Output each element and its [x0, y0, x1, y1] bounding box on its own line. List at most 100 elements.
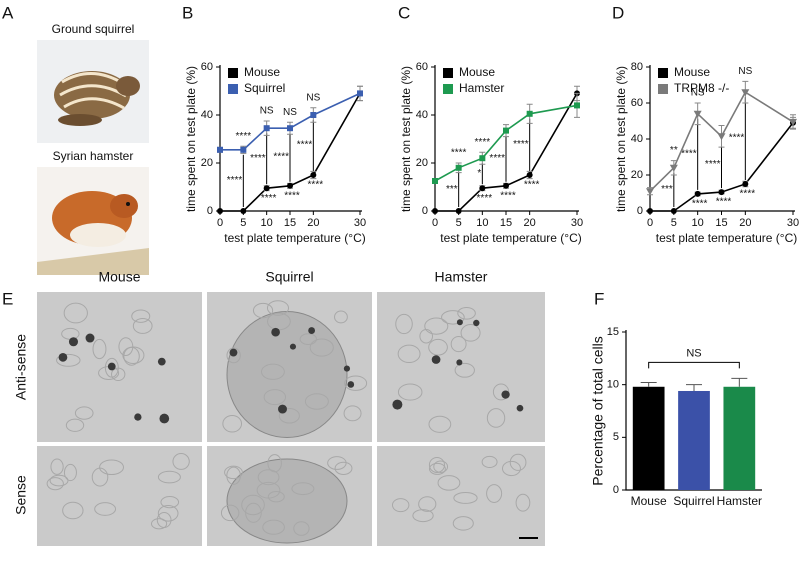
x-tick-label: 5: [240, 217, 246, 229]
cell: [309, 338, 334, 357]
x-tick-label: 5: [456, 217, 462, 229]
point: [646, 188, 654, 196]
significance: ****: [284, 190, 300, 201]
cell: [457, 307, 476, 320]
cell: [222, 414, 243, 433]
row-label: Anti-sense: [13, 334, 29, 400]
cell: [460, 324, 481, 342]
cell: [450, 335, 467, 353]
y-tick-label: 60: [416, 61, 428, 73]
cell: [226, 466, 241, 485]
y-axis-label: time spent on test plate (%): [399, 66, 413, 212]
cell: [50, 458, 64, 475]
legend-swatch: [658, 68, 668, 78]
significance: ****: [297, 140, 313, 151]
significance: ****: [227, 175, 243, 186]
cell: [453, 492, 478, 504]
cell: [515, 493, 531, 512]
stained-cell: [107, 362, 116, 371]
legend-swatch: [443, 84, 453, 94]
stained-cell: [85, 333, 95, 343]
cell: [49, 474, 69, 487]
significance: ****: [740, 189, 756, 200]
panel-label: E: [2, 289, 13, 308]
x-tick-label: 10: [261, 217, 273, 229]
bar: [632, 386, 665, 490]
point: [263, 125, 270, 132]
cell: [412, 509, 434, 523]
significance: ****: [692, 199, 708, 210]
point: [503, 127, 509, 134]
x-tick-label: 0: [647, 217, 653, 229]
cell: [63, 463, 77, 482]
cell: [509, 453, 527, 471]
point: [789, 118, 797, 126]
point: [240, 208, 247, 214]
cell: [334, 310, 348, 324]
stained-cell: [456, 319, 463, 326]
cell: [226, 347, 241, 364]
legend-label: Mouse: [674, 65, 710, 79]
cell: [263, 389, 287, 406]
cell: [267, 454, 282, 473]
significance: ****: [477, 193, 493, 204]
y-tick-label: 40: [416, 109, 428, 121]
x-tick-label: 30: [354, 217, 366, 229]
ish-image: [377, 292, 545, 442]
cell: [92, 338, 107, 360]
cell: [343, 405, 362, 422]
cell: [327, 456, 347, 470]
x-tick-label: 20: [739, 217, 751, 229]
series-line: [220, 92, 361, 151]
point: [574, 102, 580, 109]
x-tick-label: 15: [284, 217, 296, 229]
y-tick-label: 10: [607, 379, 619, 391]
bar: [723, 386, 756, 490]
y-axis-label: Percentage of total cells: [590, 336, 606, 485]
stained-cell: [431, 355, 441, 364]
x-axis-label: test plate temperature (°C): [224, 231, 366, 245]
cell: [418, 496, 437, 512]
significance: ***: [661, 184, 673, 195]
series-line: [220, 93, 361, 212]
cell: [262, 519, 285, 535]
significance: ****: [451, 148, 467, 159]
x-tick-label: 0: [217, 217, 223, 229]
legend-swatch: [658, 84, 668, 94]
panel-label: D: [612, 3, 624, 22]
point: [479, 155, 486, 162]
stained-cell: [308, 327, 316, 334]
y-tick-label: 5: [613, 431, 619, 443]
bar: [678, 390, 710, 490]
legend-swatch: [228, 68, 238, 78]
ish-images: [37, 292, 545, 546]
cell: [104, 357, 119, 378]
photo-label: Syrian hamster: [53, 149, 134, 163]
y-tick-label: 40: [631, 133, 643, 145]
stained-cell: [347, 381, 355, 388]
x-tick-label: 20: [524, 217, 536, 229]
cell: [278, 407, 300, 424]
cell: [454, 362, 475, 378]
cell: [501, 460, 521, 477]
cell: [433, 460, 449, 473]
cell: [424, 317, 449, 335]
y-tick-label: 20: [201, 157, 213, 169]
y-axis-label: time spent on test plate (%): [184, 66, 198, 212]
cell: [131, 309, 151, 323]
stained-cell: [68, 337, 79, 347]
cell: [252, 302, 274, 319]
cell: [56, 353, 81, 367]
ish-image: [37, 292, 202, 442]
cell: [220, 504, 240, 522]
point: [310, 172, 317, 178]
point: [670, 208, 677, 214]
cell: [172, 453, 190, 470]
column-label: Squirrel: [265, 269, 313, 285]
column-label: Hamster: [435, 269, 488, 285]
point: [432, 178, 438, 184]
legend-swatch: [443, 68, 453, 78]
photo-label: Ground squirrel: [52, 22, 135, 36]
ganglion: [226, 311, 348, 438]
legend-label: Mouse: [459, 65, 495, 79]
